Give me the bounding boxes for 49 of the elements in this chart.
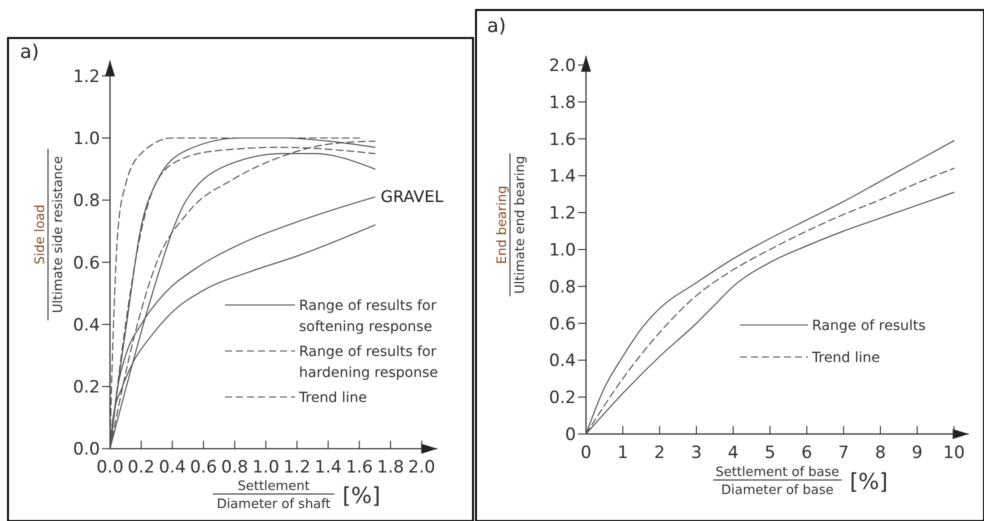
y-tick-label: 1.2 (72, 66, 100, 87)
legend-label: Trend line (811, 350, 880, 366)
y-axis-title: Side load Ultimate side resistance (33, 156, 66, 314)
legend-label: Range of results for softening response (299, 298, 437, 335)
y-axis-title: End bearing Ultimate end bearing (495, 156, 528, 294)
x-tick-label: 2.0 (408, 458, 436, 478)
x-tick-label: 5 (764, 443, 776, 463)
y-tick-label: 0 (565, 425, 576, 445)
x-tick-label: 1.8 (377, 458, 404, 478)
x-tick-label: 9 (912, 443, 923, 463)
legend-label: Trend line (298, 390, 368, 406)
y-tick-label: 0.4 (72, 315, 100, 336)
y-tick-label: 0.8 (72, 191, 100, 212)
text: a) (20, 41, 40, 63)
x-tick-label: 0.4 (158, 458, 186, 478)
legend-label: Range of results (812, 318, 926, 334)
x-tick-label: 1 (617, 443, 628, 463)
x-tick-label: 0.2 (128, 458, 155, 478)
x-tick-label: 1.2 (283, 458, 311, 478)
y-tick-label: 0.4 (548, 351, 576, 372)
annotation: GRAVEL (380, 187, 444, 206)
x-tick-label: 1.6 (346, 458, 373, 478)
x-tick-label: 1.0 (252, 458, 280, 478)
y-tick-label: 1.0 (548, 240, 576, 260)
y-tick-label: 1.2 (548, 204, 576, 224)
x-tick-label: 0.0 (96, 458, 124, 478)
x-tick-label: 0.8 (221, 458, 248, 478)
y-tick-label: 1.0 (72, 129, 100, 149)
x-tick-label: 3 (690, 443, 702, 463)
x-tick-label: 8 (874, 443, 886, 463)
y-tick-label: 2.0 (548, 56, 576, 76)
x-tick-label: 4 (728, 443, 739, 463)
y-tick-label: 0.6 (548, 314, 576, 334)
x-tick-label: 0 (580, 443, 592, 463)
y-tick-label: 1.8 (548, 92, 576, 113)
legend-label: Range of results for hardening response (299, 344, 438, 381)
y-tick-label: 0.6 (72, 253, 100, 274)
y-tick-label: 0.8 (548, 277, 576, 298)
x-tick-label: 1.4 (314, 458, 342, 478)
x-tick-label: 2 (654, 443, 666, 463)
x-tick-label: 6 (801, 443, 812, 463)
y-tick-label: 0.2 (72, 378, 100, 398)
x-tick-label: 0.6 (190, 458, 218, 478)
x-tick-label: 7 (838, 443, 850, 463)
x-tick-label: 10 (943, 443, 965, 463)
y-tick-label: 1.6 (548, 130, 576, 150)
text: a) (487, 15, 506, 37)
y-tick-label: 0.2 (548, 388, 576, 408)
y-tick-label: 1.4 (548, 166, 576, 187)
